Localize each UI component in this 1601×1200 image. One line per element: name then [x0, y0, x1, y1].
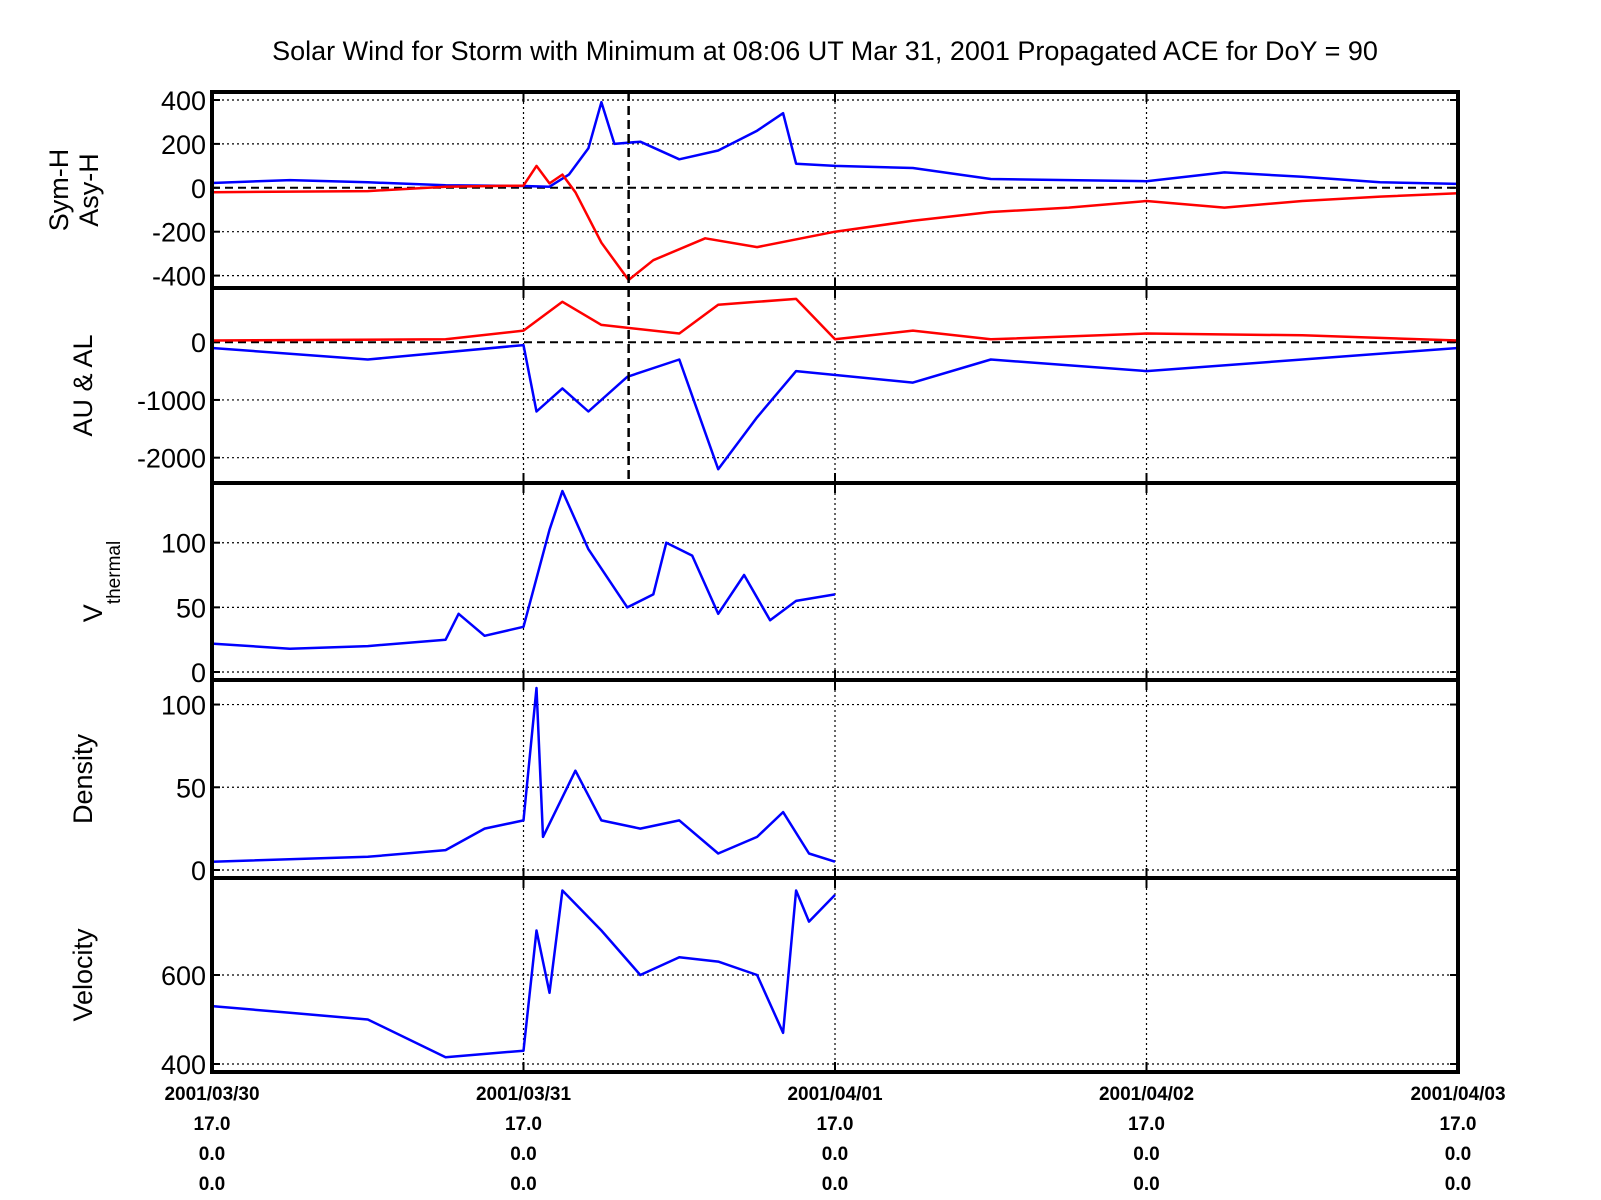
- y-tick-label: 50: [176, 773, 206, 803]
- x-tick-line2: 17.0: [194, 1114, 231, 1135]
- series-line-blue: [211, 489, 836, 650]
- series-line-red: [211, 297, 1459, 342]
- y-tick-label: -1000: [137, 386, 206, 416]
- y-tick-label: 0: [191, 658, 206, 688]
- y-axis-label-main: V: [78, 604, 108, 622]
- y-tick-label: 600: [161, 961, 206, 991]
- x-tick-line3: 0.0: [822, 1144, 848, 1165]
- panel-frame: [210, 876, 1460, 1074]
- y-axis-label: Velocity: [68, 928, 98, 1022]
- y-axis-label: Density: [68, 733, 98, 824]
- x-tick-line4: 0.0: [1445, 1174, 1471, 1195]
- x-tick-date: 2001/04/03: [1410, 1084, 1505, 1105]
- x-tick-line2: 17.0: [1128, 1114, 1165, 1135]
- x-tick-date: 2001/04/01: [787, 1084, 883, 1105]
- panel-1: 400 200 0 -200 -400 Sym-H Asy-H: [44, 86, 1460, 292]
- series-line-blue: [211, 686, 836, 863]
- y-tick-label: -400: [152, 262, 206, 292]
- y-tick-label: 0: [191, 856, 206, 886]
- y-tick-label: 0: [191, 328, 206, 358]
- chart-title: Solar Wind for Storm with Minimum at 08:…: [272, 36, 1378, 66]
- x-tick-line3: 0.0: [1133, 1144, 1159, 1165]
- y-tick-label: 100: [161, 529, 206, 559]
- y-tick-label: 100: [161, 691, 206, 721]
- x-tick-line4: 0.0: [1133, 1174, 1159, 1195]
- x-tick-line2: 17.0: [1440, 1114, 1477, 1135]
- x-tick-line4: 0.0: [199, 1174, 225, 1195]
- x-tick-line3: 0.0: [199, 1144, 225, 1165]
- y-tick-label: 400: [161, 86, 206, 116]
- series-line-blue: [211, 343, 1459, 471]
- y-axis-label-subscript: thermal: [104, 541, 125, 604]
- panel-frame: [210, 481, 1460, 682]
- y-axis-label: Asy-H: [74, 153, 104, 227]
- y-tick-label: -200: [152, 218, 206, 248]
- series-line-red: [211, 164, 1459, 282]
- x-tick-line3: 0.0: [1445, 1144, 1471, 1165]
- y-axis-label: Sym-H: [44, 149, 74, 232]
- y-tick-label: 50: [176, 593, 206, 623]
- x-tick-date: 2001/04/02: [1099, 1084, 1194, 1105]
- x-tick-line4: 0.0: [510, 1174, 536, 1195]
- panel-frame: [210, 678, 1460, 880]
- x-tick-line2: 17.0: [505, 1114, 542, 1135]
- panel-3: 100 50 0 Vthermal: [78, 481, 1460, 688]
- y-axis-label: AU & AL: [68, 334, 98, 436]
- x-tick-line2: 17.0: [817, 1114, 854, 1135]
- x-tick-date: 2001/03/30: [164, 1084, 259, 1105]
- y-tick-label: 200: [161, 130, 206, 160]
- x-tick-date: 2001/03/31: [476, 1084, 572, 1105]
- x-tick-line3: 0.0: [510, 1144, 536, 1165]
- panel-2: 0 -1000 -2000 AU & AL: [68, 286, 1460, 485]
- y-tick-label: 400: [161, 1050, 206, 1080]
- x-axis-labels: 2001/03/30 17.0 0.0 0.0 2001/03/31 17.0 0.0 0.0…: [164, 1084, 1505, 1195]
- panel-5: 600 400 Velocity: [68, 876, 1460, 1080]
- y-axis-label: Vthermal: [78, 541, 125, 622]
- y-tick-label: 0: [191, 174, 206, 204]
- panel-4: 100 50 0 Density: [68, 678, 1460, 886]
- series-line-blue: [211, 889, 836, 1059]
- x-tick-line4: 0.0: [822, 1174, 848, 1195]
- panels: 400 200 0 -200 -400 Sym-H Asy-H 0 -1000 -2000 AU &…: [44, 86, 1460, 1080]
- y-tick-label: -2000: [137, 444, 206, 474]
